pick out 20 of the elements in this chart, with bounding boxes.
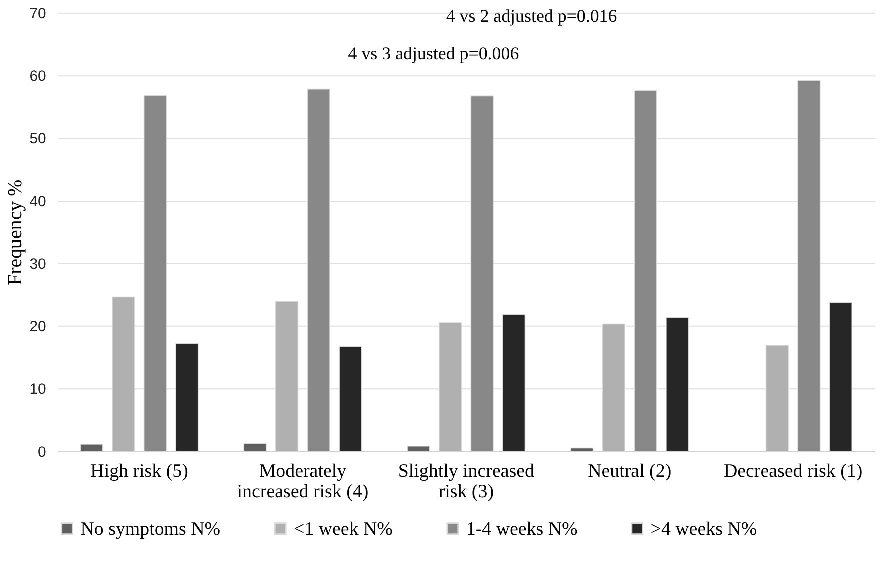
y-tick-label: 60 xyxy=(30,68,46,86)
legend-label: >4 weeks N% xyxy=(650,518,758,540)
y-axis-title: Frequency % xyxy=(4,180,27,286)
y-tick-label: 0 xyxy=(38,444,46,461)
x-tick-label: High risk (5) xyxy=(90,460,188,482)
annotation: 4 vs 3 adjusted p=0.006 xyxy=(348,44,520,64)
y-tick-label: 40 xyxy=(30,193,46,210)
legend-label: 1-4 weeks N% xyxy=(466,518,578,540)
y-tick-label: 70 xyxy=(30,5,46,22)
y-tick-label: 50 xyxy=(30,130,46,148)
legend-label: No symptoms N% xyxy=(80,518,221,540)
legend-label: <1 week N% xyxy=(294,518,394,540)
x-tick-label: Slightly increased risk (3) xyxy=(398,460,535,503)
y-tick-label: 20 xyxy=(30,318,46,336)
y-tick-label: 30 xyxy=(30,256,46,273)
x-tick-label: Decreased risk (1) xyxy=(724,460,863,482)
annotation: 4 vs 2 adjusted p=0.016 xyxy=(446,6,618,26)
x-tick-label: Neutral (2) xyxy=(588,460,672,482)
x-tick-label: Moderately increased risk (4) xyxy=(237,460,369,503)
y-tick-label: 10 xyxy=(30,381,46,398)
